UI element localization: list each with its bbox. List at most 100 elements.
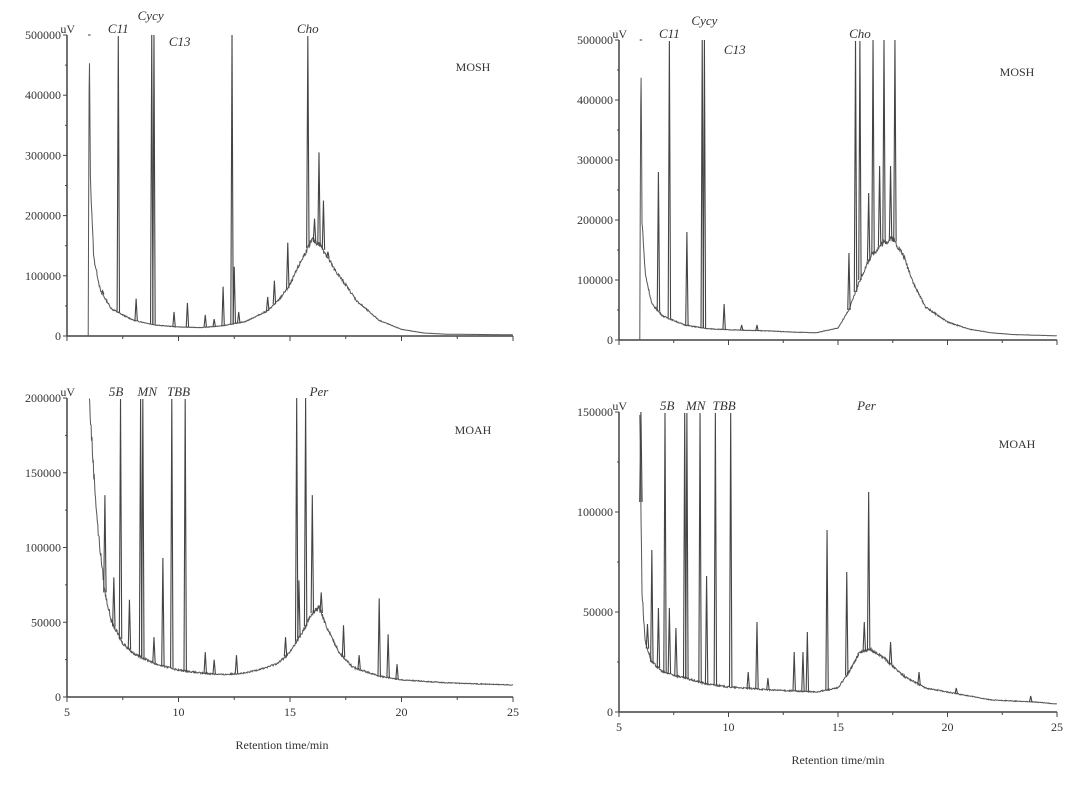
peak — [656, 607, 661, 669]
peak — [700, 39, 704, 328]
y-tick-label: 150000 — [577, 405, 613, 419]
annotation-background — [167, 34, 193, 49]
peak — [297, 580, 301, 638]
peak — [877, 165, 882, 247]
peak — [306, 34, 310, 249]
x-tick-label: 20 — [396, 705, 408, 719]
y-tick-label: 400000 — [25, 88, 61, 102]
peak-annotation: C13 — [724, 42, 746, 57]
peak — [882, 39, 886, 243]
y-tick-label: 100000 — [577, 505, 613, 519]
peak — [853, 39, 858, 293]
peak — [685, 411, 689, 679]
peak — [702, 39, 707, 329]
y-unit-label: uV — [612, 399, 627, 413]
x-tick-label: 25 — [507, 705, 519, 719]
x-axis-label: Retention time/min — [792, 753, 885, 767]
annotation-background — [107, 384, 125, 399]
annotation-background — [683, 398, 708, 413]
peak — [858, 39, 862, 281]
peak-annotation: TBB — [713, 398, 736, 413]
annotation-background — [106, 21, 130, 36]
y-tick-label: 300000 — [577, 153, 613, 167]
peak — [161, 557, 165, 666]
peak — [265, 296, 270, 311]
peak — [386, 634, 390, 678]
y-unit-label: uV — [612, 27, 627, 41]
peak — [1028, 695, 1033, 702]
y-tick-label: 0 — [55, 329, 61, 343]
annotation-background — [135, 384, 160, 399]
peak — [805, 631, 810, 692]
peak — [317, 152, 321, 245]
chromatogram-panel-2: 0 100000 200000 300000 400000 500000 uV MOSH C11… — [577, 13, 1058, 347]
peak-annotation: Cycy — [691, 13, 717, 28]
peak — [845, 571, 849, 676]
peak-annotation: Cycy — [138, 8, 164, 23]
peak — [667, 607, 672, 674]
x-tick-label: 25 — [1051, 720, 1063, 734]
peak — [152, 34, 156, 325]
x-tick-label: 10 — [723, 720, 735, 734]
annotation-background — [848, 26, 873, 41]
peak — [319, 592, 323, 613]
peak-annotation: Cho — [849, 26, 871, 41]
peak — [312, 218, 317, 242]
peak-annotation: Cho — [297, 21, 319, 36]
peak — [395, 664, 399, 680]
y-tick-label: 200000 — [25, 209, 61, 223]
peak — [674, 627, 678, 676]
x-tick-label: 15 — [284, 705, 296, 719]
peak — [341, 625, 346, 658]
peak — [112, 577, 116, 627]
peak — [650, 549, 654, 663]
y-tick-label: 150000 — [25, 466, 61, 480]
peak-annotation: C11 — [108, 21, 129, 36]
annotation-background — [296, 21, 321, 36]
annotation-background — [307, 384, 331, 399]
peak — [801, 651, 805, 692]
peak — [232, 266, 236, 324]
peak — [766, 677, 770, 690]
y-tick-label: 50000 — [31, 615, 61, 629]
y-tick-label: 50000 — [583, 605, 613, 619]
peak — [866, 491, 871, 651]
peak — [713, 411, 718, 686]
peak — [862, 621, 867, 652]
y-tick-label: 200000 — [577, 213, 613, 227]
y-tick-label: 0 — [607, 333, 613, 347]
panel-title: MOAH — [455, 423, 492, 437]
panel-title: MOSH — [1000, 65, 1035, 79]
peak — [639, 411, 643, 503]
peak — [866, 192, 871, 261]
peak — [645, 623, 650, 649]
peak — [185, 302, 190, 328]
peak — [917, 671, 921, 685]
annotation-background — [690, 13, 719, 28]
peak-annotation: MN — [685, 398, 707, 413]
peak — [230, 34, 234, 325]
x-tick-label: 10 — [173, 705, 185, 719]
peak — [847, 252, 851, 311]
y-tick-label: 100000 — [25, 269, 61, 283]
peak — [954, 687, 958, 694]
peak — [221, 286, 225, 326]
chromatogram-panel-4: 0 50000 100000 150000 5 10 15 20 25 uV MOAH Retenti… — [577, 398, 1063, 767]
x-axis-label: Retention time/min — [236, 738, 329, 752]
peak — [321, 200, 326, 250]
peak — [663, 411, 667, 673]
peak — [134, 298, 138, 321]
peak — [303, 397, 308, 626]
peak — [141, 397, 145, 658]
y-unit-label: uV — [60, 385, 75, 399]
peak — [183, 397, 187, 671]
y-unit-label: uV — [60, 22, 75, 36]
peak — [272, 280, 277, 305]
peak — [203, 652, 208, 674]
y-tick-label: 0 — [607, 705, 613, 719]
peak-annotation: 5B — [660, 398, 675, 413]
peak — [118, 397, 123, 639]
annotation-background — [658, 398, 676, 413]
peak — [888, 641, 893, 665]
